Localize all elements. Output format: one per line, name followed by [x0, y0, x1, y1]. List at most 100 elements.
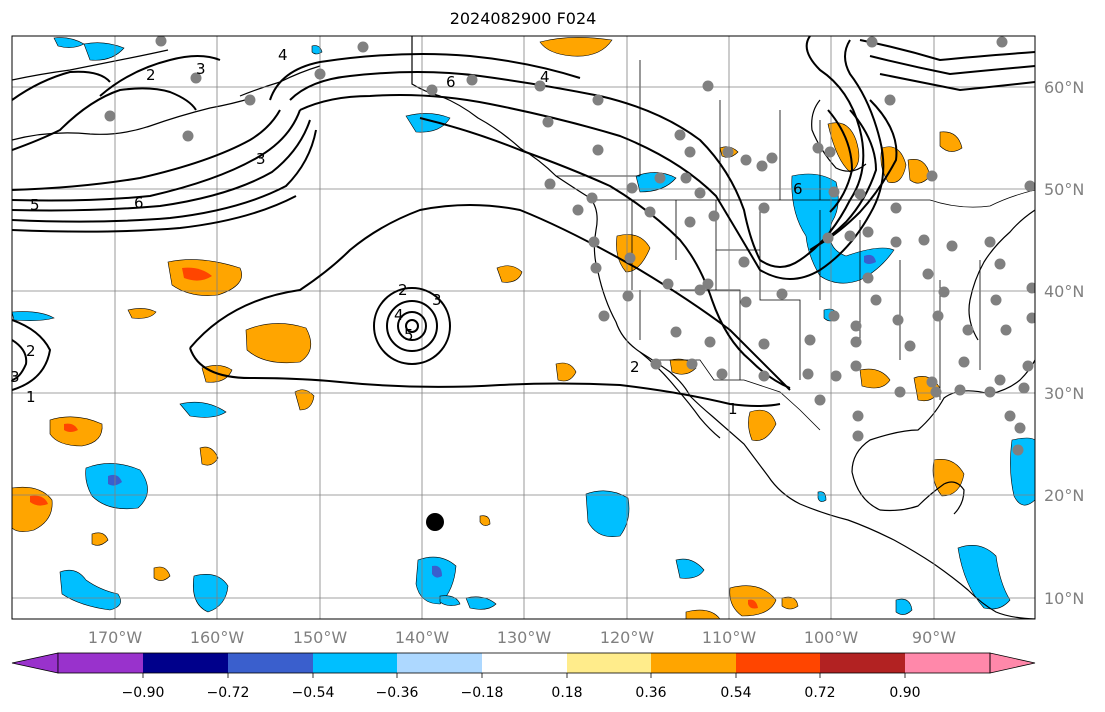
- lon-label: 160°W: [190, 628, 245, 647]
- red-anomaly-patches: [30, 267, 758, 609]
- colorbar-tick-label: 0.90: [889, 685, 920, 701]
- lat-label: 20°N: [1044, 486, 1084, 505]
- lat-label: 10°N: [1044, 589, 1084, 608]
- station-dot: [738, 256, 750, 268]
- station-dot: [680, 172, 692, 184]
- lat-label: 30°N: [1044, 384, 1084, 403]
- station-dot: [946, 240, 958, 252]
- station-dot: [1004, 410, 1016, 422]
- station-dot: [684, 146, 696, 158]
- station-dot: [962, 324, 974, 336]
- station-dot: [650, 358, 662, 370]
- station-dot: [866, 36, 878, 48]
- station-dot: [182, 130, 194, 142]
- station-dot: [824, 146, 836, 158]
- lon-label: 170°W: [88, 628, 143, 647]
- longitude-labels: 170°W 160°W 150°W 140°W 130°W 120°W 110°…: [88, 628, 956, 647]
- colorbar-segment: [397, 653, 482, 673]
- colorbar-segment: [313, 653, 397, 673]
- colorbar-segment: [143, 653, 228, 673]
- storm-center-marker: [426, 513, 444, 531]
- station-dot: [626, 182, 638, 194]
- colorbar-tick-label: −0.54: [292, 685, 335, 701]
- contour-label: 2: [26, 342, 36, 360]
- station-dot: [426, 84, 438, 96]
- colorbar-segment: [905, 653, 990, 673]
- station-dot: [804, 334, 816, 346]
- station-dot: [852, 430, 864, 442]
- station-dot: [357, 41, 369, 53]
- station-dot: [918, 234, 930, 246]
- station-dot: [190, 72, 202, 84]
- station-dot: [922, 268, 934, 280]
- contour-label: 1: [26, 388, 36, 406]
- colorbar-frame: [57, 652, 991, 674]
- station-dot: [104, 110, 116, 122]
- lon-label: 150°W: [293, 628, 348, 647]
- station-dot: [1012, 444, 1024, 456]
- lon-label: 130°W: [497, 628, 552, 647]
- lat-label: 50°N: [1044, 180, 1084, 199]
- station-dot: [984, 386, 996, 398]
- station-dot: [644, 206, 656, 218]
- station-dot: [542, 116, 554, 128]
- station-dot: [904, 340, 916, 352]
- station-dot: [466, 74, 478, 86]
- lat-label: 40°N: [1044, 282, 1084, 301]
- colorbar-segment: [482, 653, 567, 673]
- station-dot: [926, 376, 938, 388]
- contour-label: 6: [446, 73, 456, 91]
- map-frame: [11, 35, 1036, 620]
- contour-label: 4: [278, 46, 288, 64]
- station-dot: [702, 80, 714, 92]
- colorbar-tick-label: 0.36: [635, 685, 666, 701]
- station-dot: [828, 186, 840, 198]
- station-dot: [802, 368, 814, 380]
- map-background: [12, 36, 1035, 619]
- contour-label: 4: [540, 68, 550, 86]
- lon-label: 100°W: [804, 628, 859, 647]
- station-dot: [662, 278, 674, 290]
- station-dot: [822, 232, 834, 244]
- colorbar-segment: [567, 653, 651, 673]
- contour-label: 3: [10, 368, 20, 386]
- station-dot: [958, 356, 970, 368]
- orange-anomaly-patches: [12, 37, 965, 619]
- station-dot: [932, 310, 944, 322]
- latitude-labels: 60°N 50°N 40°N 30°N 20°N 10°N: [1044, 78, 1084, 608]
- station-dot: [588, 236, 600, 248]
- colorbar-segment: [651, 653, 736, 673]
- lon-label: 90°W: [912, 628, 956, 647]
- contour-label: 5: [30, 196, 40, 214]
- station-dot: [534, 80, 546, 92]
- contour-label: 5: [404, 326, 414, 344]
- station-dot: [812, 142, 824, 154]
- station-dot: [890, 202, 902, 214]
- station-dot: [894, 386, 906, 398]
- station-dot: [854, 188, 866, 200]
- colorbar-segment: [736, 653, 820, 673]
- station-dot: [990, 294, 1002, 306]
- station-dot: [870, 294, 882, 306]
- station-dot: [884, 94, 896, 106]
- map-title: 2024082900 F024: [449, 9, 597, 28]
- contour-labels: 4 2 3 3 5 6 6 4 2 3 4 5 2 3 1 2 1 6: [10, 46, 803, 418]
- station-dot: [984, 236, 996, 248]
- station-dot: [592, 144, 604, 156]
- contour-label: 3: [432, 291, 442, 309]
- station-dot: [850, 320, 862, 332]
- station-dot: [862, 272, 874, 284]
- colorbar-tick-label: −0.18: [461, 685, 504, 701]
- station-dot: [862, 226, 874, 238]
- station-dot: [994, 374, 1006, 386]
- station-dot: [704, 336, 716, 348]
- colorbar-tick-label: −0.90: [122, 685, 165, 701]
- station-dot: [740, 296, 752, 308]
- station-dot: [622, 290, 634, 302]
- station-dot: [155, 36, 167, 47]
- station-dot: [1026, 282, 1035, 294]
- station-dot: [722, 146, 734, 158]
- station-dot: [830, 370, 842, 382]
- contour-label: 2: [630, 358, 640, 376]
- station-dot: [598, 310, 610, 322]
